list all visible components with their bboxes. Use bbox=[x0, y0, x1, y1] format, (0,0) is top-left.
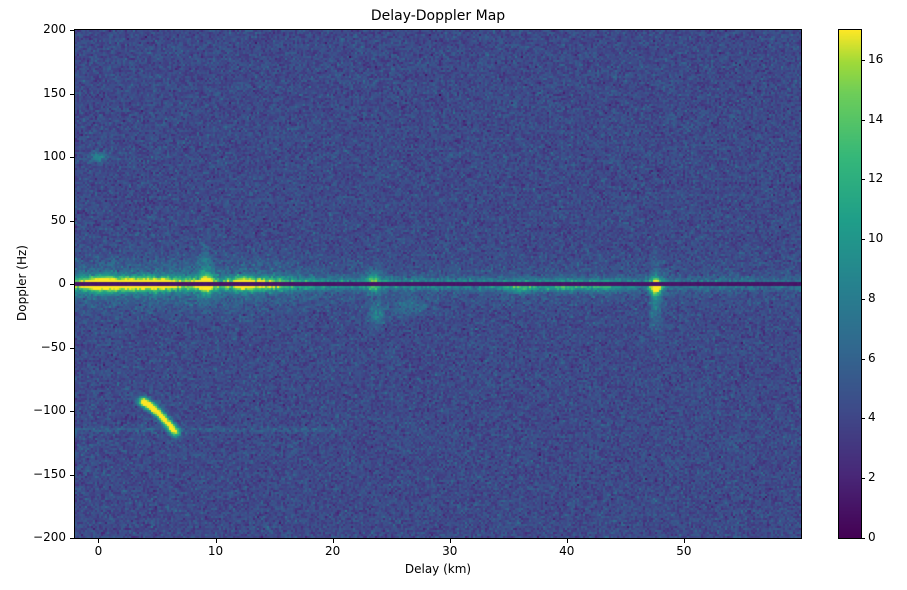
plot-title: Delay-Doppler Map bbox=[370, 8, 506, 24]
y-tick-mark bbox=[70, 220, 74, 222]
colorbar-tick-mark bbox=[861, 119, 865, 121]
colorbar-tick-label: 2 bbox=[868, 470, 876, 485]
colorbar-canvas bbox=[839, 30, 861, 538]
colorbar-tick-mark bbox=[861, 239, 865, 241]
y-tick-mark bbox=[70, 284, 74, 285]
colorbar-tick-label: 0 bbox=[868, 530, 876, 544]
x-axis-label: Delay (km) bbox=[404, 562, 472, 576]
colorbar-tick-mark bbox=[861, 298, 865, 300]
colorbar-tick-label: 4 bbox=[868, 410, 876, 425]
x-tick-mark bbox=[98, 539, 100, 543]
y-tick-label: 50 bbox=[50, 212, 66, 227]
x-tick-label: 30 bbox=[442, 544, 458, 558]
y-tick-mark bbox=[70, 474, 74, 476]
y-tick-mark bbox=[70, 411, 74, 412]
colorbar-tick-label: 10 bbox=[868, 231, 884, 246]
colorbar-tick-label: 14 bbox=[868, 111, 884, 126]
x-tick-mark bbox=[566, 539, 568, 543]
y-tick-mark bbox=[70, 93, 74, 95]
x-tick-label: 10 bbox=[207, 544, 224, 558]
heatmap-canvas bbox=[75, 30, 801, 538]
colorbar-tick-label: 8 bbox=[868, 290, 876, 305]
colorbar-tick-mark bbox=[861, 418, 865, 420]
x-tick-mark bbox=[449, 539, 451, 543]
x-tick-label: 50 bbox=[676, 544, 692, 558]
colorbar-tick-label: 6 bbox=[868, 350, 876, 365]
y-tick-mark bbox=[70, 347, 74, 349]
y-tick-mark bbox=[70, 30, 74, 31]
colorbar-tick-mark bbox=[861, 478, 865, 480]
colorbar-tick-mark bbox=[861, 358, 865, 360]
colorbar-tick-mark bbox=[861, 59, 865, 61]
x-tick-label: 20 bbox=[324, 544, 341, 558]
x-tick-mark bbox=[215, 539, 217, 543]
y-tick-label: 0 bbox=[58, 276, 66, 290]
y-tick-mark bbox=[70, 157, 74, 158]
colorbar-tick-mark bbox=[861, 538, 865, 539]
y-tick-label: 150 bbox=[43, 85, 66, 100]
y-tick-label: −100 bbox=[33, 403, 66, 417]
colorbar-tick-label: 16 bbox=[868, 51, 884, 66]
x-tick-mark bbox=[332, 539, 334, 543]
y-tick-label: −200 bbox=[33, 530, 66, 544]
plot-area bbox=[74, 29, 802, 539]
x-tick-mark bbox=[683, 539, 685, 543]
x-tick-label: 40 bbox=[559, 544, 575, 558]
y-tick-label: 200 bbox=[43, 22, 66, 36]
y-tick-label: 100 bbox=[43, 149, 66, 163]
y-tick-mark bbox=[70, 538, 74, 539]
colorbar-tick-mark bbox=[861, 179, 865, 181]
y-tick-label: −50 bbox=[40, 339, 66, 354]
x-tick-label: 0 bbox=[94, 544, 103, 558]
colorbar-tick-label: 12 bbox=[868, 171, 884, 186]
y-tick-label: −150 bbox=[33, 466, 66, 481]
colorbar bbox=[838, 29, 862, 539]
